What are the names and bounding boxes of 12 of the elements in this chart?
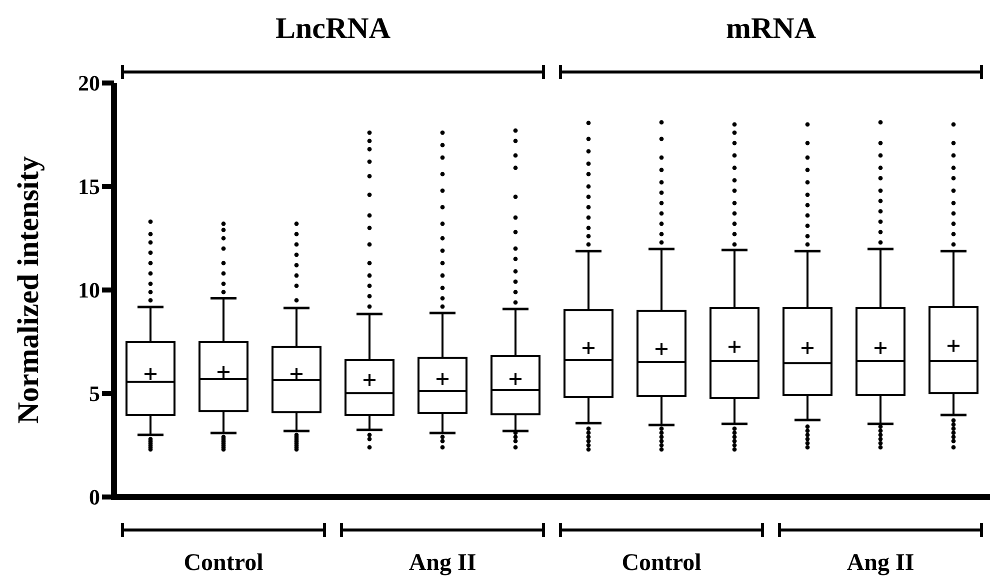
y-tick-label: 20 [78,70,100,96]
text: mRNA [726,12,816,45]
text: Control [184,550,264,576]
text: Control [622,550,702,576]
text: Ang II [408,550,476,576]
y-tick-label: 5 [89,381,100,406]
y-tick-label: 15 [78,174,100,200]
y-axis-title: Normalized intensity [12,156,45,424]
y-tick-label: 10 [78,278,100,303]
text: Ang II [846,550,914,576]
y-tick-label: 0 [89,484,100,510]
text: LncRNA [275,12,391,45]
